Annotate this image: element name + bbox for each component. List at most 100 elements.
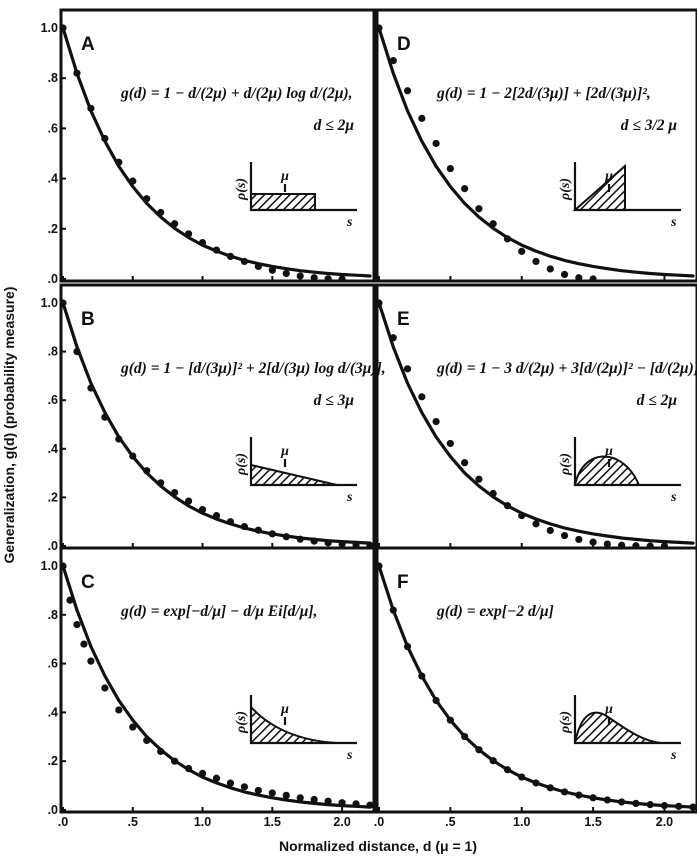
condition-text: d ≤ 2μ [637,392,678,409]
inset-mean-label: μ [604,702,613,717]
inset-mean-label: μ [604,169,613,184]
data-point [101,413,109,421]
data-point [129,177,137,185]
x-tick-label: 1.0 [194,815,211,829]
inset-descending: ρ(s) s μ [234,437,357,505]
data-point [532,257,540,266]
data-point [254,526,262,534]
y-tick-label: .0 [48,272,58,286]
fit-curve [377,26,695,278]
panel-label: B [81,309,95,330]
data-point [418,393,426,401]
data-point [503,502,512,510]
x-tick-label: .0 [374,815,384,829]
data-point [338,275,346,283]
inset-xlabel: s [670,215,677,230]
data-point [310,795,318,804]
inset-distribution [250,704,338,744]
data-point [389,606,397,614]
data-point [589,538,597,546]
data-point [518,512,526,520]
inset-ylabel: ρ(s) [558,711,573,734]
data-point [546,784,554,792]
data-point [73,620,81,629]
data-point [489,220,497,228]
data-point [324,275,332,283]
data-point [461,185,469,193]
inset-xlabel: s [670,748,677,763]
inset-mean-label: μ [280,702,289,717]
data-point [184,230,193,238]
data-point [689,803,697,811]
panel-label: E [397,309,410,330]
data-point [432,696,440,705]
data-point [282,269,290,278]
inset-ylabel: ρ(s) [558,178,573,201]
data-point [560,270,569,279]
inset-peak-decay: ρ(s) s μ [558,695,681,763]
data-point [446,439,454,448]
data-point [101,134,109,143]
data-point [632,799,640,808]
data-point [503,235,512,243]
data-point [338,799,346,807]
data-point [254,262,262,271]
inset-distribution [250,193,316,211]
data-point [129,723,137,731]
data-point [375,562,383,570]
data-point [575,535,583,544]
inset-xlabel: s [346,215,353,230]
data-point [418,114,426,122]
equation-text: g(d) = exp[−2 d/μ] [436,603,554,620]
data-point [418,672,426,680]
data-point [184,764,193,773]
data-point [282,791,290,799]
y-tick-label: .8 [48,345,58,359]
panel-label: A [81,34,95,55]
data-point [143,195,151,203]
data-point [532,779,540,787]
y-tick-label: .2 [48,222,58,236]
equation-text: g(d) = exp[−d/μ] − d/μ Ei[d/μ], [120,603,317,620]
equation-text: g(d) = 1 − [d/(3μ)]² + 2[d/(3μ) log d/(3… [120,360,386,377]
inset-hump: ρ(s) s μ [558,437,681,505]
data-point [489,757,497,765]
data-point [575,791,583,799]
data-point [268,266,276,274]
inset-mean-label: μ [280,444,289,459]
data-point [101,684,109,692]
data-point [198,505,207,514]
y-tick-label: .0 [48,539,58,553]
panel-f: .0 .5 1.0 1.5 2.0 Fg(d) = exp[−2 d/μ] ρ(s) s μ [374,546,697,829]
data-point [646,801,654,809]
inset-axes [249,162,357,212]
y-tick-label: .6 [48,657,58,671]
data-point [171,757,179,765]
equation-text: g(d) = 1 − d/(2μ) + d/(2μ) log d/(2μ), [120,85,353,102]
data-point [87,104,95,112]
data-point [603,540,611,548]
y-tick-label: 1.0 [41,296,58,310]
data-point [240,522,249,531]
data-point [254,786,262,795]
inset-distribution [573,455,641,486]
inset-xlabel: s [670,490,677,505]
x-tick-label: .5 [128,815,138,829]
data-point [575,274,583,282]
data-point [157,479,165,487]
inset-mean-label: μ [604,444,613,459]
data-point [403,642,412,651]
x-tick-label: 2.0 [333,815,350,829]
data-point [389,334,397,342]
inset-ylabel: ρ(s) [234,711,249,734]
panel-frame [59,546,376,814]
data-point [87,657,95,665]
y-tick-label: 1.0 [41,21,58,35]
y-tick-label: .4 [48,442,58,456]
y-tick-label: .8 [48,71,58,85]
inset-ylabel: ρ(s) [234,178,249,201]
data-point [226,518,235,526]
data-point [375,299,383,307]
data-point [296,535,304,543]
y-tick-label: .2 [48,490,58,504]
